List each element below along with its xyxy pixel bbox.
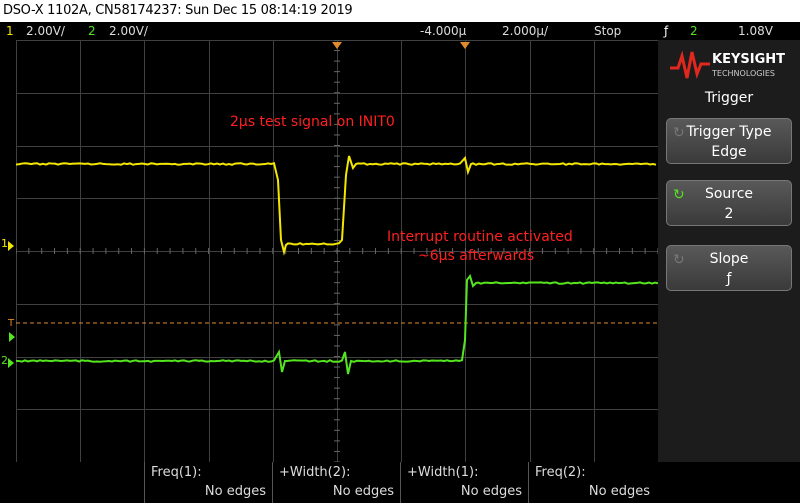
- measurement-label: +Width(2):: [279, 465, 350, 480]
- status-bar: 1 2.00V/ 2 2.00V/ -4.000µ 2.000µ/ Stop ƒ…: [0, 22, 800, 40]
- timebase-scale[interactable]: 2.000µ/: [502, 22, 548, 40]
- trigger-arrow-icon: [9, 332, 15, 342]
- softkey-value: Edge: [667, 144, 791, 160]
- channel-marker-strip: 1 T 2: [0, 40, 16, 462]
- ch2-arrow-icon: [8, 358, 14, 368]
- trigger-slope-icon: ƒ: [664, 22, 668, 40]
- softkey-label: Slope: [667, 251, 791, 267]
- ch2-number[interactable]: 2: [88, 22, 96, 40]
- run-state[interactable]: Stop: [594, 22, 621, 40]
- measurement-width1[interactable]: +Width(1): No edges: [400, 462, 528, 503]
- measurement-value: No edges: [205, 484, 266, 499]
- softkey-value: ƒ: [667, 271, 791, 287]
- time-reference-marker[interactable]: [460, 42, 470, 49]
- brand-name: KEYSIGHT: [712, 52, 785, 67]
- measurement-label: +Width(1):: [407, 465, 478, 480]
- trigger-level[interactable]: 1.08V: [738, 22, 773, 40]
- annotation-interrupt-line1: Interrupt routine activated: [387, 229, 573, 245]
- horizontal-position[interactable]: -4.000µ: [420, 22, 466, 40]
- measurement-value: No edges: [333, 484, 394, 499]
- ch1-number[interactable]: 1: [6, 22, 14, 40]
- source-softkey[interactable]: ↻ Source 2: [666, 180, 792, 226]
- window-title: DSO-X 1102A, CN58174237: Sun Dec 15 08:1…: [0, 3, 352, 18]
- measurement-freq1[interactable]: Freq(1): No edges: [144, 462, 272, 503]
- brand-sub: TECHNOLOGIES: [712, 69, 775, 78]
- menu-title: Trigger: [658, 90, 800, 106]
- slope-softkey[interactable]: ↻ Slope ƒ: [666, 245, 792, 291]
- measurement-freq2[interactable]: Freq(2): No edges: [528, 462, 656, 503]
- ch2-scale[interactable]: 2.00V/: [109, 22, 148, 40]
- softkey-label: Source: [667, 186, 791, 202]
- keysight-logo: KEYSIGHT TECHNOLOGIES: [666, 48, 794, 84]
- measurement-bar: Freq(1): No edges +Width(2): No edges +W…: [0, 462, 800, 503]
- measurement-label: Freq(1):: [151, 465, 202, 480]
- window-title-bar: DSO-X 1102A, CN58174237: Sun Dec 15 08:1…: [0, 0, 800, 22]
- measurement-value: No edges: [589, 484, 650, 499]
- softkey-value: 2: [667, 206, 791, 222]
- trigger-level-marker[interactable]: T: [8, 318, 14, 329]
- ch1-ground-marker[interactable]: 1: [1, 237, 8, 250]
- waveform-display[interactable]: [16, 40, 658, 462]
- measurement-width2[interactable]: +Width(2): No edges: [272, 462, 400, 503]
- annotation-test-signal: 2μs test signal on INIT0: [230, 114, 395, 130]
- ch1-scale[interactable]: 2.00V/: [26, 22, 65, 40]
- measurement-value: No edges: [461, 484, 522, 499]
- trigger-type-softkey[interactable]: ↻ Trigger Type Edge: [666, 118, 792, 164]
- ch2-ground-marker[interactable]: 2: [1, 354, 8, 367]
- trigger-source[interactable]: 2: [690, 22, 698, 40]
- ch1-arrow-icon: [8, 241, 14, 251]
- softkey-panel: KEYSIGHT TECHNOLOGIES Trigger ↻ Trigger …: [658, 40, 800, 503]
- softkey-label: Trigger Type: [667, 124, 791, 140]
- annotation-interrupt-line2: ~6μs afterwards: [418, 248, 534, 264]
- keysight-wave-icon: [670, 50, 710, 80]
- trigger-position-marker[interactable]: [332, 42, 342, 49]
- measurement-label: Freq(2):: [535, 465, 586, 480]
